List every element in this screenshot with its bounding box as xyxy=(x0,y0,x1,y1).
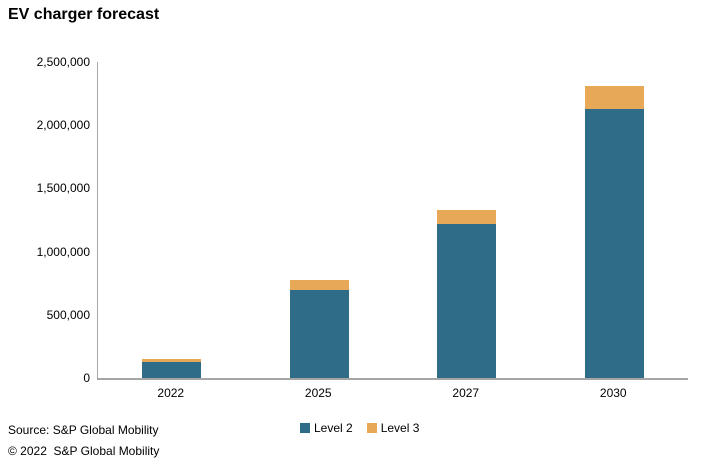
legend: Level 2 Level 3 xyxy=(300,421,419,435)
bar-segment-level-3-2027 xyxy=(437,209,497,224)
legend-swatch-level-3 xyxy=(366,423,377,433)
legend-label-level-2: Level 2 xyxy=(314,421,353,435)
legend-label-level-3: Level 3 xyxy=(380,421,420,435)
y-tick-label-500000: 500,000 xyxy=(46,307,90,322)
x-tick-label-2022: 2022 xyxy=(157,386,185,400)
x-axis-tick-labels: 2022 2025 2027 2030 xyxy=(0,386,702,402)
bar-segment-level-2-2030 xyxy=(584,108,644,378)
y-axis-tick-labels: 2,500,000 2,000,000 1,500,000 1,000,000 500,… xyxy=(0,0,90,467)
source-note: Source: S&P Global Mobility © 2022 S&P G… xyxy=(8,420,159,462)
y-tick-label-2500000: 2,500,000 xyxy=(36,55,90,69)
y-tick-label-0: 0 xyxy=(83,371,90,385)
y-tick-label-2000000: 2,000,000 xyxy=(36,118,90,133)
y-tick-label-1000000: 1,000,000 xyxy=(36,244,90,259)
bar-segment-level-2-2025 xyxy=(289,289,349,378)
bar-segment-level-3-2030 xyxy=(584,86,644,109)
legend-swatch-level-2 xyxy=(300,423,310,433)
plot-area xyxy=(97,62,688,380)
bar-segment-level-3-2022 xyxy=(142,359,202,363)
bar-segment-level-2-2022 xyxy=(142,362,202,378)
legend-item-level-3: Level 3 xyxy=(366,421,420,435)
copyright-line: © 2022 S&P Global Mobility xyxy=(8,444,160,458)
bar-segment-level-2-2027 xyxy=(437,223,497,378)
bar-segment-level-3-2025 xyxy=(289,280,349,290)
x-tick-label-2030: 2030 xyxy=(599,386,627,400)
source-line: Source: S&P Global Mobility xyxy=(8,423,159,437)
x-tick-label-2025: 2025 xyxy=(304,386,332,400)
y-tick-label-1500000: 1,500,000 xyxy=(36,181,90,196)
x-tick-label-2027: 2027 xyxy=(452,386,480,400)
chart-title: EV charger forecast xyxy=(8,6,160,23)
legend-item-level-2: Level 2 xyxy=(300,421,353,435)
